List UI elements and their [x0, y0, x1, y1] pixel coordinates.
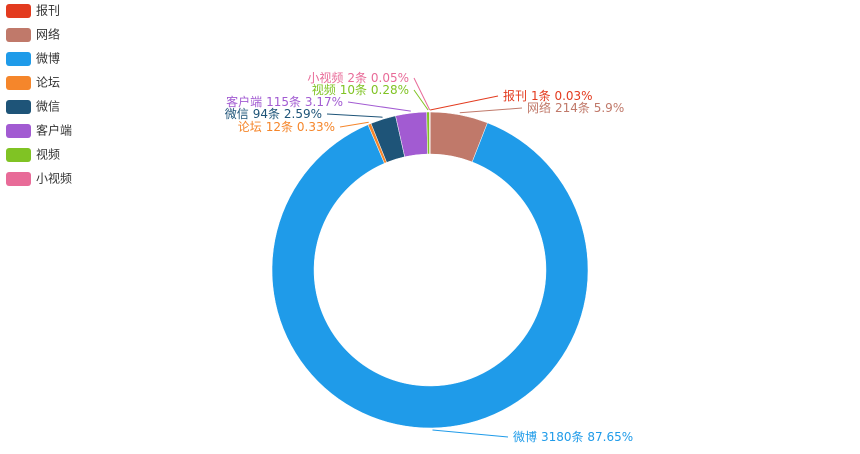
legend-label: 网络: [36, 27, 60, 42]
leader-line: [327, 114, 383, 117]
leader-line: [348, 102, 411, 111]
donut-slice: [272, 123, 588, 428]
legend-label: 报刊: [36, 3, 60, 18]
legend-label: 小视频: [36, 171, 72, 186]
slice-label-name: 小视频: [307, 70, 343, 85]
legend-label: 视频: [36, 147, 60, 162]
slice-label: 论坛 12条 0.33%: [238, 120, 335, 134]
slice-label-value: 3180条 87.65%: [541, 430, 633, 444]
legend-swatch: [6, 124, 31, 138]
slice-label-value: 10条 0.28%: [340, 83, 409, 97]
legend-swatch: [6, 76, 31, 90]
slice-label-name: 报刊: [503, 88, 527, 103]
leader-line: [432, 430, 508, 437]
donut-slice: [429, 112, 430, 154]
slice-label-name: 微博: [513, 429, 537, 444]
slice-label-name: 网络: [527, 100, 551, 115]
legend-swatch: [6, 28, 31, 42]
slice-label-value: 12条 0.33%: [266, 120, 335, 134]
leader-line: [430, 96, 498, 110]
legend-swatch: [6, 100, 31, 114]
slice-label-value: 94条 2.59%: [253, 107, 322, 121]
slice-label-name: 微信: [225, 107, 249, 121]
slice-label-value: 2条 0.05%: [347, 71, 409, 85]
legend-label: 微信: [36, 100, 60, 114]
slice-label-value: 214条 5.9%: [555, 101, 624, 115]
slice-label-name: 论坛: [238, 120, 262, 134]
legend-swatch: [6, 4, 31, 18]
legend-label: 客户端: [36, 123, 72, 138]
slice-label: 微博 3180条 87.65%: [513, 429, 633, 444]
slice-label: 微信 94条 2.59%: [225, 107, 322, 121]
legend-label: 微博: [36, 51, 60, 66]
slice-label: 小视频 2条 0.05%: [307, 70, 409, 85]
slice-label-value: 115条 3.17%: [266, 95, 343, 109]
legend-swatch: [6, 148, 31, 162]
slice-label: 网络 214条 5.9%: [527, 100, 624, 115]
slice-label-name: 客户端: [226, 94, 262, 109]
leader-line: [460, 108, 522, 113]
legend-swatch: [6, 172, 31, 186]
legend-swatch: [6, 52, 31, 66]
legend-label: 论坛: [36, 76, 60, 90]
